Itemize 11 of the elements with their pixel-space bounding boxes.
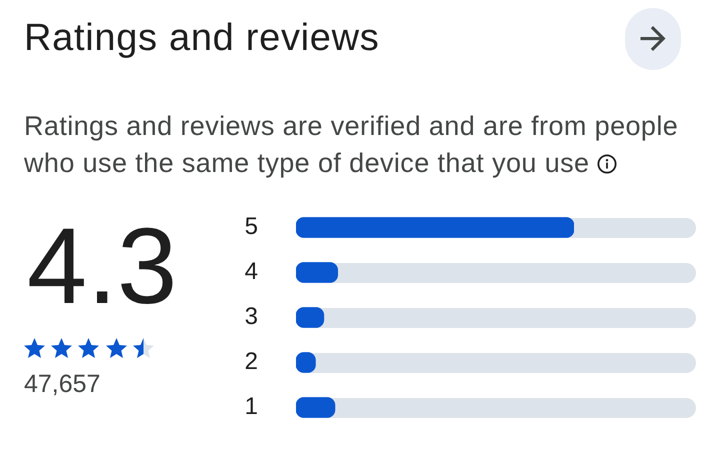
y-tick-label: 5 (244, 213, 258, 240)
y-tick-label: 4 (244, 258, 258, 286)
y-tick-label: 1 (244, 393, 258, 420)
chart-title: Ratings and reviews (24, 17, 380, 59)
chart-subtitle: Ratings and reviews are verified and are from people who use the same type of device that you use (24, 111, 678, 178)
y-tick-label: 3 (244, 303, 258, 330)
text: 4.3 (27, 205, 178, 326)
y-tick-label: 2 (244, 348, 258, 376)
text: 47,657 (24, 370, 100, 398)
bar (296, 397, 336, 418)
bar (296, 262, 338, 283)
